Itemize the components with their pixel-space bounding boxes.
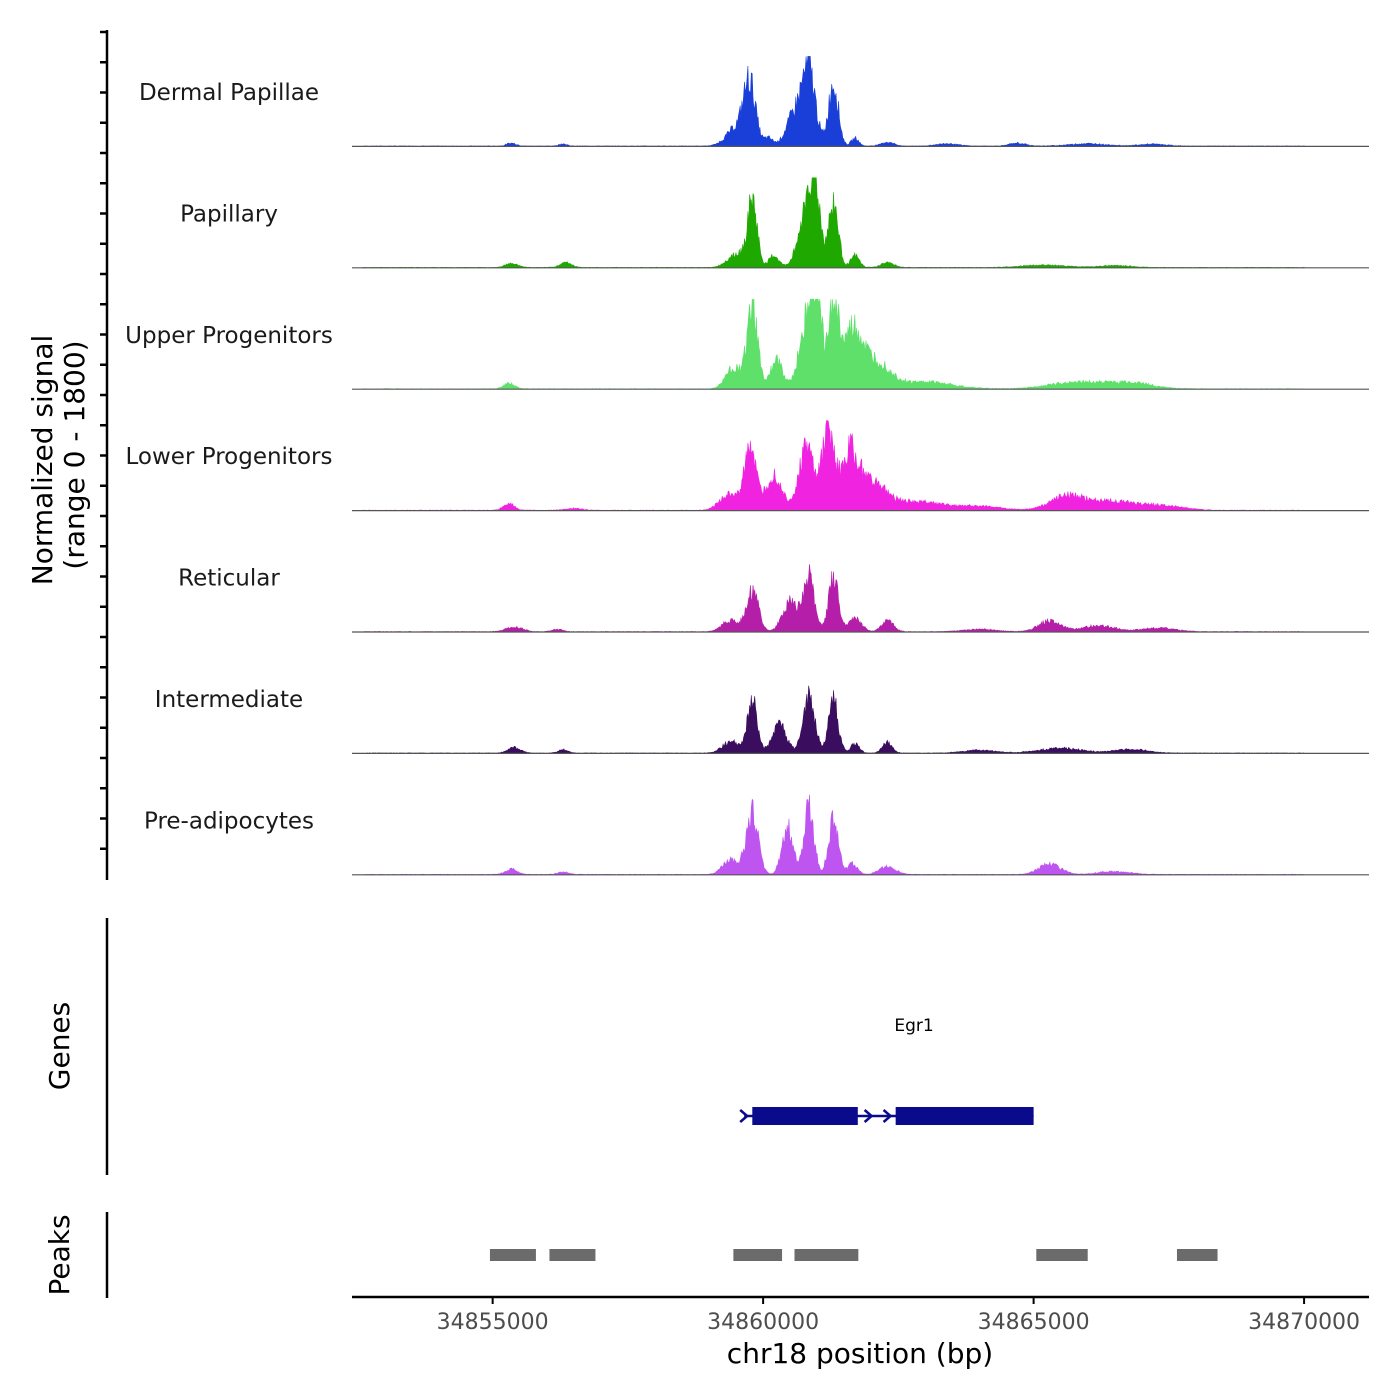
coverage-area-3 bbox=[362, 420, 1305, 511]
coverage-area-4 bbox=[362, 564, 1305, 633]
signal-y-ticks bbox=[100, 30, 107, 850]
coverage-tracks: Dermal Papillae Papillary Upper Progenitor… bbox=[125, 56, 1369, 876]
peak-region-1 bbox=[549, 1249, 596, 1261]
genes-label: Genes bbox=[43, 1002, 76, 1090]
track-label-5: Intermediate bbox=[155, 687, 303, 713]
x-tick-label-2: 34865000 bbox=[978, 1310, 1090, 1335]
gene-egr1 bbox=[739, 1107, 1034, 1125]
peak-region-4 bbox=[1036, 1249, 1088, 1261]
gene-exon-1 bbox=[895, 1107, 1034, 1125]
x-tick-label-1: 34860000 bbox=[707, 1310, 819, 1335]
x-tick-label-3: 34870000 bbox=[1248, 1310, 1360, 1335]
track-label-6: Pre-adipocytes bbox=[144, 808, 314, 834]
coverage-area-6 bbox=[362, 794, 1305, 876]
track-label-2: Upper Progenitors bbox=[125, 323, 333, 349]
coverage-area-0 bbox=[362, 56, 1305, 147]
peak-region-5 bbox=[1176, 1249, 1218, 1261]
coverage-area-5 bbox=[362, 685, 1305, 754]
peak-region-0 bbox=[489, 1249, 536, 1261]
track-label-4: Reticular bbox=[178, 566, 280, 592]
coverage-area-2 bbox=[362, 298, 1305, 390]
gene-strand-arrow-0 bbox=[739, 1109, 750, 1123]
y-axis-label-line1: Normalized signal bbox=[26, 335, 59, 586]
gene-exon-0 bbox=[752, 1107, 858, 1125]
gene-strand-arrow-1 bbox=[863, 1109, 874, 1123]
peak-regions bbox=[489, 1249, 1218, 1261]
track-label-1: Papillary bbox=[180, 201, 278, 227]
x-axis-ticks: 34855000 34860000 34865000 34870000 bbox=[437, 1297, 1360, 1335]
y-axis-label-line2: (range 0 - 1800) bbox=[58, 340, 91, 569]
peak-region-2 bbox=[733, 1249, 783, 1261]
peak-region-3 bbox=[794, 1249, 859, 1261]
coverage-area-1 bbox=[362, 177, 1305, 269]
peaks-label: Peaks bbox=[43, 1214, 76, 1295]
gene-strand-arrow-2 bbox=[882, 1109, 893, 1123]
track-label-0: Dermal Papillae bbox=[139, 80, 319, 106]
x-tick-label-0: 34855000 bbox=[437, 1310, 549, 1335]
track-label-3: Lower Progenitors bbox=[126, 444, 333, 470]
x-axis-title: chr18 position (bp) bbox=[727, 1337, 993, 1370]
gene-name-label: Egr1 bbox=[894, 1016, 933, 1036]
